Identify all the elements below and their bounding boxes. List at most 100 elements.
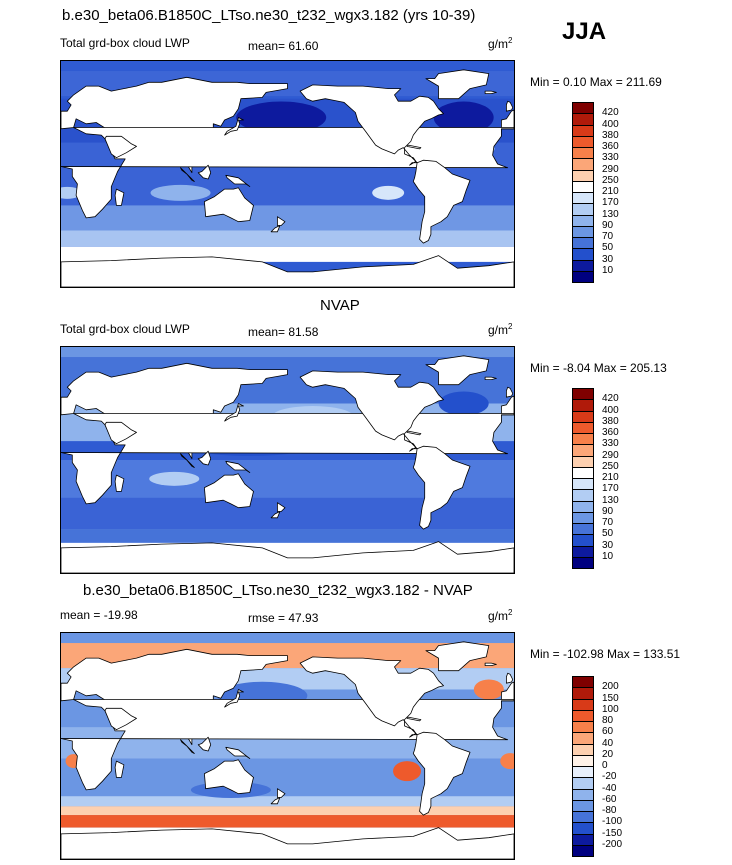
colorbar-level-label: -40 bbox=[602, 782, 617, 794]
land-madagascar bbox=[114, 760, 125, 778]
field-blob bbox=[372, 185, 405, 200]
colorbar-level-label: 330 bbox=[602, 152, 619, 164]
land-arabia bbox=[104, 421, 137, 445]
colorbar-level-label: 50 bbox=[602, 242, 614, 254]
land-uk bbox=[505, 100, 514, 112]
colorbar-level-label: 130 bbox=[602, 208, 619, 220]
colorbar-level-label: 0 bbox=[602, 760, 608, 771]
field-max-natlantic bbox=[433, 101, 494, 134]
panel2-minmax: Min = -8.04 Max = 205.13 bbox=[530, 361, 667, 375]
colorbar-level-label: 10 bbox=[602, 550, 614, 562]
land-nz bbox=[276, 216, 286, 226]
land-southAmerica bbox=[412, 731, 471, 816]
land-japan bbox=[224, 689, 244, 708]
land-africa bbox=[61, 127, 514, 219]
land-antarctica bbox=[61, 255, 514, 287]
colorbar-level-label: 50 bbox=[602, 528, 614, 540]
colorbar-level-label: -20 bbox=[602, 771, 617, 783]
land-iceland bbox=[484, 662, 497, 666]
colorbar-level-label: 380 bbox=[602, 415, 619, 427]
title-obs: NVAP bbox=[320, 297, 360, 314]
land-borneo bbox=[197, 164, 212, 180]
colorbar-level-label: -200 bbox=[602, 838, 623, 850]
land-cuba bbox=[406, 144, 422, 150]
colorbar-level-label: 130 bbox=[602, 494, 619, 506]
colorbar-level-label: 170 bbox=[602, 483, 619, 495]
colorbar-level-label: 100 bbox=[602, 703, 619, 715]
field-band bbox=[61, 815, 514, 828]
land-antarctica bbox=[61, 541, 514, 573]
colorbar-level-label: -100 bbox=[602, 816, 623, 828]
colorbar-level-label: 360 bbox=[602, 427, 619, 438]
land-uk bbox=[505, 672, 514, 684]
land-westEurope bbox=[500, 109, 514, 130]
land-africa bbox=[61, 413, 514, 505]
land-sumatra bbox=[180, 739, 195, 754]
colorbar-level-label: -150 bbox=[602, 827, 623, 839]
land-madagascar bbox=[114, 188, 125, 206]
field-blob bbox=[438, 391, 489, 416]
panel1-mean-label: mean= 61.60 bbox=[248, 39, 319, 53]
colorbar-level-label: 250 bbox=[602, 174, 619, 186]
colorbar-level-label: 30 bbox=[602, 253, 614, 265]
title-model: b.e30_beta06.B1850C_LTso.ne30_t232_wgx3.… bbox=[62, 7, 476, 24]
land-southAmerica bbox=[412, 159, 471, 244]
land-japan bbox=[224, 403, 244, 422]
colorbar-level-label: 250 bbox=[602, 460, 619, 472]
land-iceland bbox=[484, 90, 497, 94]
colorbar-level-label: 30 bbox=[602, 539, 614, 551]
land-nz2 bbox=[270, 511, 281, 519]
land-southAmerica bbox=[412, 445, 471, 530]
colorbar-level-label: 70 bbox=[602, 231, 614, 242]
colorbar-level-label: 210 bbox=[602, 472, 619, 483]
colorbar-level-label: 420 bbox=[602, 393, 619, 405]
panel2-colorbar: 420 400 380 360 330 290 250 210 170 130 90 70 50 30 10 bbox=[572, 388, 632, 569]
colorbar-level-label: 70 bbox=[602, 517, 614, 528]
field-blob bbox=[149, 471, 200, 486]
title-difference: b.e30_beta06.B1850C_LTso.ne30_t232_wgx3.… bbox=[83, 582, 473, 599]
land-northAmerica bbox=[299, 84, 444, 166]
land-northAmerica bbox=[299, 370, 444, 452]
land-borneo bbox=[197, 736, 212, 752]
land-greenland bbox=[425, 69, 490, 100]
panel3-mean-label: mean = -19.98 bbox=[60, 608, 138, 622]
panel1-minmax: Min = 0.10 Max = 211.69 bbox=[530, 75, 662, 89]
colorbar-level-label: 60 bbox=[602, 726, 614, 738]
colorbar-level-label: 90 bbox=[602, 505, 614, 517]
land-cuba bbox=[406, 430, 422, 436]
land-nz2 bbox=[270, 225, 281, 233]
colorbar-level-label: 380 bbox=[602, 129, 619, 141]
land-newGuinea bbox=[225, 746, 251, 759]
colorbar-level-label: 290 bbox=[602, 163, 619, 175]
panel3-rmse-label: rmse = 47.93 bbox=[248, 611, 319, 625]
colorbar-level-label: 400 bbox=[602, 118, 619, 130]
panel2-units: g/m2 bbox=[488, 322, 513, 337]
colorbar-level-label: 420 bbox=[602, 107, 619, 119]
panel1-map bbox=[60, 60, 515, 288]
land-westEurope bbox=[500, 681, 514, 702]
land-australia bbox=[203, 473, 254, 509]
colorbar-level-label: -80 bbox=[602, 805, 617, 816]
panel1-colorbar: 420 400 380 360 330 290 250 210 170 130 90 70 50 30 10 bbox=[572, 102, 632, 283]
colorbar-level-label: 150 bbox=[602, 692, 619, 704]
field-max-npacific bbox=[236, 101, 327, 134]
land-westEurope bbox=[500, 395, 514, 416]
land-northAmerica bbox=[299, 656, 444, 738]
field-max-namibia bbox=[500, 753, 514, 770]
colorbar-swatch bbox=[572, 270, 594, 283]
land-nz bbox=[276, 502, 286, 512]
land-australia bbox=[203, 187, 254, 223]
land-greenland bbox=[425, 355, 490, 386]
panel3-colorbar: 200 150 100 80 60 40 20 0 -20 -40 -60 -80 -100 -150 -2… bbox=[572, 676, 632, 857]
field-max-peru bbox=[393, 761, 422, 782]
colorbar-level-label: 400 bbox=[602, 404, 619, 416]
field-band bbox=[61, 529, 514, 543]
colorbar-level-label: 170 bbox=[602, 197, 619, 209]
colorbar-level-label: 290 bbox=[602, 449, 619, 461]
colorbar-level-label: 200 bbox=[602, 681, 619, 693]
field-band bbox=[61, 230, 514, 247]
land-uk bbox=[505, 386, 514, 398]
colorbar-level-label: 90 bbox=[602, 219, 614, 231]
land-greenland bbox=[425, 641, 490, 672]
land-sumatra bbox=[180, 167, 195, 182]
